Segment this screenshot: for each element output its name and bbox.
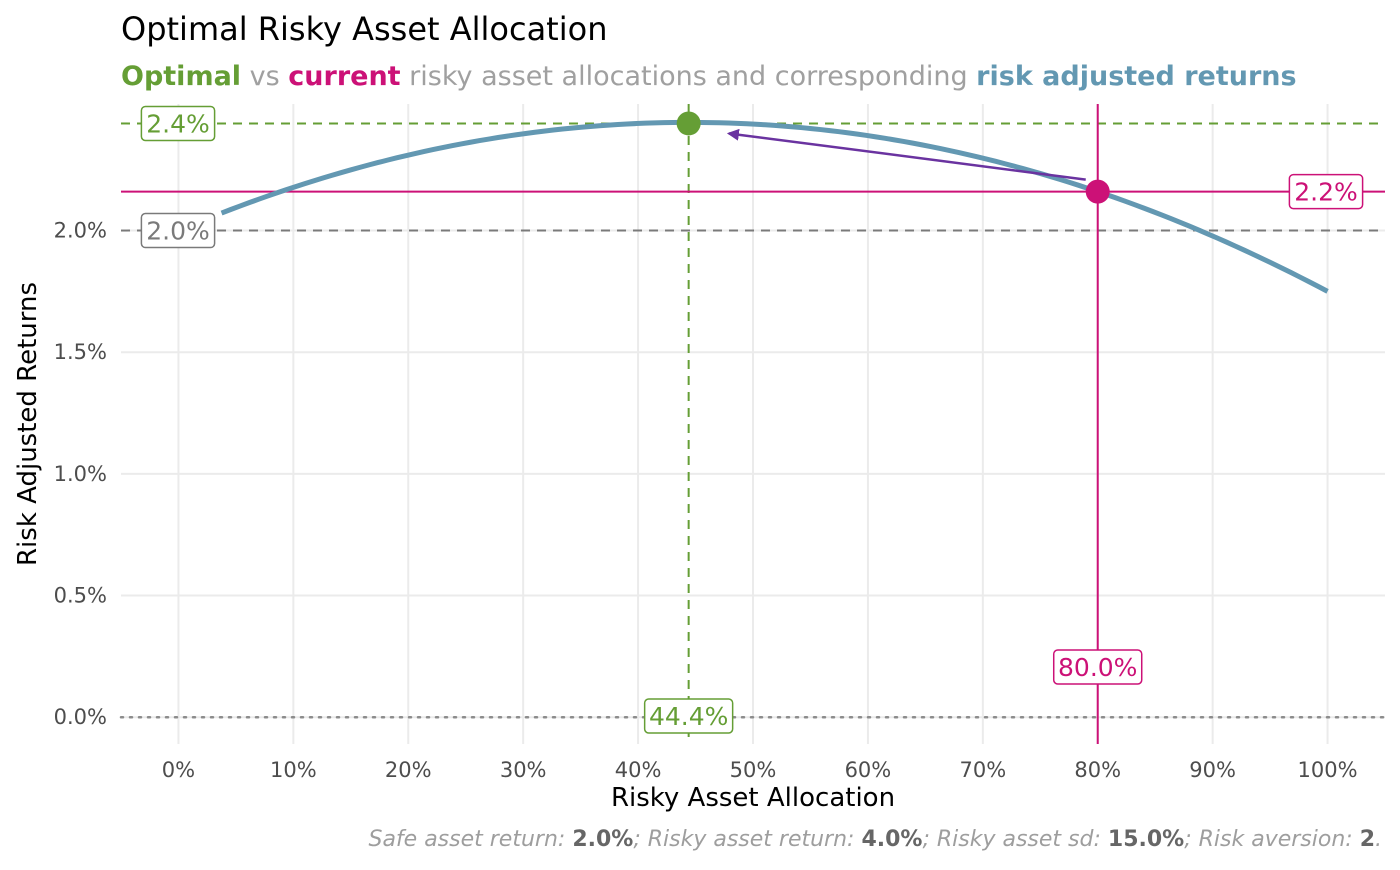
- x-tick-label: 80%: [1074, 758, 1121, 782]
- safe-return-label-box: [140, 212, 216, 249]
- x-tick-label: 70%: [959, 758, 1006, 782]
- subtitle-middle-text: risky asset allocations and correspondin…: [401, 61, 977, 92]
- x-tick-label: 90%: [1189, 758, 1236, 782]
- y-axis-label: Risk Adjusted Returns: [13, 282, 43, 566]
- optimal-return-label: 2.4%: [140, 105, 216, 142]
- y-tick-label: 0.0%: [54, 705, 107, 729]
- points-layer: [676, 111, 1110, 204]
- subtitle-vs-word: vs: [241, 61, 288, 92]
- y-axis-ticks: 0.0% 0.5% 1.0% 1.5% 2.0%: [54, 219, 107, 730]
- x-tick-label: 10%: [270, 758, 317, 782]
- y-tick-label: 1.0%: [54, 462, 107, 486]
- optimal-return-label-text: 2.4%: [146, 109, 210, 138]
- optimal-point: [676, 111, 701, 136]
- caption-value-1: 4.0%: [861, 827, 922, 852]
- caption-label-1: Risky asset return:: [648, 827, 862, 852]
- current-allocation-label-box: [1052, 649, 1143, 685]
- x-tick-label: 0%: [162, 758, 195, 782]
- y-tick-label: 2.0%: [54, 219, 107, 243]
- chart-title: Optimal Risky Asset Allocation: [121, 10, 607, 48]
- current-point: [1085, 179, 1110, 204]
- current-return-label-box: [1288, 173, 1364, 210]
- chart-caption: Safe asset return: 2.0%; Risky asset ret…: [368, 827, 1382, 852]
- grid-layer: [121, 104, 1385, 744]
- current-allocation-label-text: 80.0%: [1058, 653, 1137, 682]
- caption-label-0: Safe asset return:: [368, 827, 572, 852]
- x-tick-label: 40%: [615, 758, 662, 782]
- value-labels-layer: 2.4% 2.0% 2.2% 80.0% 44.4%: [140, 105, 1364, 734]
- x-tick-label: 30%: [500, 758, 547, 782]
- caption-value-0: 2.0%: [572, 827, 633, 852]
- x-tick-label: 50%: [730, 758, 777, 782]
- caption-label-3: Risk aversion:: [1199, 827, 1360, 852]
- safe-return-label-text: 2.0%: [146, 217, 210, 246]
- safe-return-label: 2.0%: [140, 212, 216, 249]
- improvement-arrow: [726, 128, 1086, 181]
- current-allocation-label: 80.0%: [1052, 649, 1143, 685]
- subtitle-current-word: current: [288, 61, 400, 92]
- caption-sep-1: ;: [922, 827, 936, 852]
- x-tick-label: 60%: [845, 758, 892, 782]
- subtitle-optimal-word: Optimal: [121, 61, 241, 92]
- chart-subtitle: Optimal vs current risky asset allocatio…: [121, 61, 1297, 92]
- y-tick-label: 0.5%: [54, 584, 107, 608]
- risk-adjusted-returns-curve: [220, 119, 1329, 294]
- current-return-label: 2.2%: [1288, 173, 1364, 210]
- caption-value-2: 15.0%: [1108, 827, 1184, 852]
- caption-sep-2: ;: [1184, 827, 1198, 852]
- x-axis-ticks: 0% 10% 20% 30% 40% 50% 60% 70% 80% 90% 100%: [162, 758, 1358, 782]
- caption-sep-0: ;: [633, 827, 647, 852]
- caption-value-3: 2: [1360, 827, 1375, 852]
- x-axis-label: Risky Asset Allocation: [611, 783, 895, 813]
- subtitle-returns-word: risk adjusted returns: [976, 61, 1296, 92]
- x-tick-label: 20%: [385, 758, 432, 782]
- optimal-allocation-label-text: 44.4%: [649, 702, 728, 731]
- caption-sep-3: .: [1375, 827, 1382, 852]
- x-tick-label: 100%: [1298, 758, 1358, 782]
- optimal-allocation-label: 44.4%: [643, 698, 734, 734]
- y-tick-label: 1.5%: [54, 340, 107, 364]
- optimal-allocation-label-box: [643, 698, 734, 734]
- current-return-label-text: 2.2%: [1294, 178, 1358, 207]
- optimal-return-label-box: [140, 105, 216, 142]
- caption-label-2: Risky asset sd:: [937, 827, 1108, 852]
